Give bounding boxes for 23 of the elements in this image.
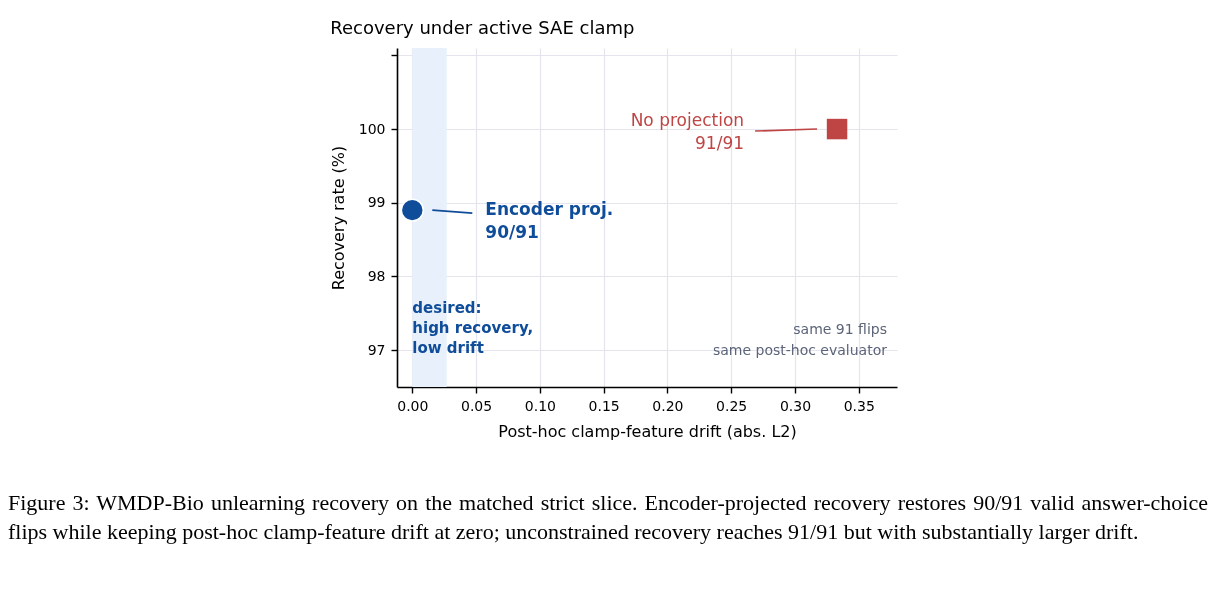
y-tick-label: 98 xyxy=(367,267,386,284)
x-tick-label: 0.05 xyxy=(461,397,493,414)
legend-label: Encoder proj. xyxy=(485,199,614,220)
y-tick-label: 99 xyxy=(367,194,386,211)
band-label: desired: high recovery, low drift xyxy=(412,299,534,357)
y-tick-label: 97 xyxy=(367,341,386,358)
x-tick-label: 0.20 xyxy=(652,397,684,414)
x-tick-label: 0.25 xyxy=(716,397,748,414)
x-axis-title: Post-hoc clamp-feature drift (abs. L2) xyxy=(498,421,797,441)
x-tick-label: 0.00 xyxy=(397,397,429,414)
x-tick-label: 0.35 xyxy=(843,397,875,414)
caption: Figure 3: WMDP-Bio unlearning recovery on the matched strict slice. Encoder-projected recovery restores 90/91 valid answer-choice flips while keeping post-hoc clamp-feature drift at zero; unconstrained recovery reaches 91/91 but with substantially larger drift. xyxy=(8,489,1208,546)
y-axis-title: Recovery rate (%) xyxy=(328,145,348,291)
annotation: 91/91 xyxy=(695,133,745,154)
text: No projection xyxy=(630,110,745,131)
annotation: same post-hoc evaluator xyxy=(712,342,888,358)
chart-title: Recovery under active SAE clamp xyxy=(330,17,635,38)
x-tick-label: 0.10 xyxy=(524,397,556,414)
annotation: same 91 flips xyxy=(793,321,887,337)
x-tick-label: 0.30 xyxy=(779,397,812,414)
x-tick-label: 0.15 xyxy=(588,397,620,414)
annotation: 90/91 xyxy=(485,222,539,243)
y-tick-label: 100 xyxy=(358,120,386,137)
